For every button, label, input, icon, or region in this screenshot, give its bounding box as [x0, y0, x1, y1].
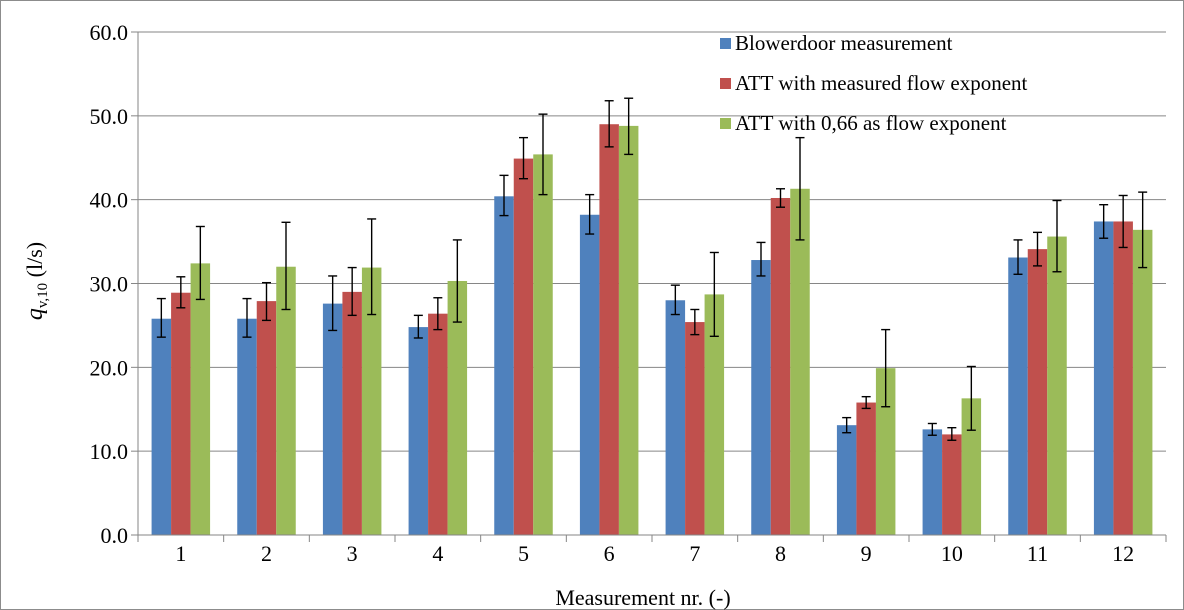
y-tick-label: 50.0: [90, 104, 129, 129]
legend-swatch: [720, 78, 731, 89]
y-axis-title-subscript: v,10: [35, 283, 51, 308]
bar: [1093, 221, 1114, 536]
gridlines: [138, 31, 1166, 452]
x-tick-label: 4: [432, 541, 443, 566]
bar: [361, 267, 382, 535]
legend-label: Blowerdoor measurement: [735, 31, 953, 55]
legend-swatch: [720, 38, 731, 49]
bar: [256, 301, 277, 535]
bar: [665, 300, 686, 535]
y-tick-label: 20.0: [90, 355, 129, 380]
bar: [237, 318, 257, 535]
x-tick-label: 9: [861, 541, 872, 566]
bar: [408, 327, 429, 535]
x-tick-label: 11: [1027, 541, 1048, 566]
bar: [790, 188, 810, 536]
bars: [151, 124, 1153, 536]
bar: [875, 368, 896, 535]
tick-labels: 0.010.020.030.040.050.060.01 2 3 4 5 6 7 8 9 10 11…: [90, 20, 1135, 566]
bar: [961, 398, 982, 535]
y-axis-title-unit: (l/s): [22, 242, 47, 283]
x-tick-label: 12: [1112, 541, 1134, 566]
legend: Blowerdoor measurement ATT with measured …: [720, 31, 1028, 135]
bar: [751, 260, 771, 535]
bar: [428, 313, 448, 535]
bar: [1047, 236, 1067, 535]
bar: [533, 154, 553, 535]
x-tick-label: 5: [518, 541, 529, 566]
axes: [131, 31, 1167, 542]
bar: [1027, 249, 1048, 535]
bar: [922, 429, 943, 535]
bar: [856, 402, 876, 535]
error-bars: [156, 97, 1148, 441]
y-axis-title: qv,10 (l/s): [22, 242, 51, 320]
bar: [599, 124, 619, 535]
bar: [322, 303, 343, 535]
bar: [276, 266, 296, 535]
y-axis-title-symbol: q: [22, 308, 48, 320]
bar: [190, 263, 211, 535]
x-tick-label: 6: [604, 541, 615, 566]
bar: [942, 434, 962, 535]
bar: [494, 196, 514, 535]
bar: [618, 125, 639, 535]
y-tick-label: 30.0: [90, 272, 129, 297]
y-tick-label: 0.0: [101, 523, 129, 548]
x-tick-label: 8: [775, 541, 786, 566]
bar: [447, 280, 468, 535]
bar: [1008, 257, 1028, 535]
bar: [513, 158, 534, 536]
x-tick-label: 3: [347, 541, 358, 566]
bar: [579, 214, 600, 536]
legend-label: ATT with measured flow exponent: [735, 71, 1028, 95]
x-tick-label: 10: [941, 541, 963, 566]
bar: [342, 291, 362, 535]
x-tick-label: 7: [689, 541, 700, 566]
bar: [685, 322, 705, 535]
y-tick-label: 60.0: [90, 20, 129, 45]
bar: [770, 197, 791, 536]
x-axis-title: Measurement nr. (-): [555, 585, 730, 610]
bar: [704, 294, 725, 535]
legend-swatch: [720, 118, 731, 129]
bar: [1132, 229, 1153, 535]
legend-label: ATT with 0,66 as flow exponent: [735, 111, 1007, 135]
x-tick-label: 1: [175, 541, 186, 566]
bar: [171, 292, 191, 535]
bar: [151, 318, 172, 535]
y-tick-label: 10.0: [90, 439, 129, 464]
x-tick-label: 2: [261, 541, 272, 566]
bar: [1113, 221, 1133, 536]
y-tick-label: 40.0: [90, 188, 129, 213]
bar: [836, 425, 857, 535]
